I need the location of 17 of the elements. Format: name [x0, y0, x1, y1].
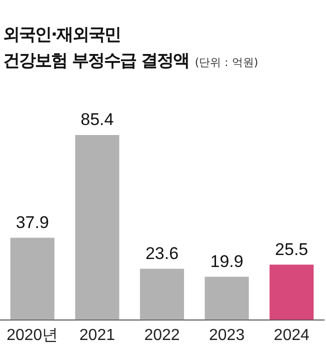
chart-title: 외국인·재외국민 건강보험 부정수급 결정액 [3, 25, 189, 71]
data-label: 25.5 [275, 240, 308, 259]
x-tick-label: 2022 [144, 326, 180, 344]
bar [75, 134, 120, 320]
x-tick-label: 2020년 [6, 326, 58, 344]
bar [140, 268, 184, 320]
x-tick-label: 2021 [79, 326, 116, 344]
bar [270, 264, 314, 320]
data-label: 23.6 [145, 244, 179, 263]
x-tick-label: 2023 [209, 326, 245, 344]
bar [204, 276, 249, 320]
data-label: 19.9 [210, 252, 244, 271]
chart-subtitle: (단위 : 억원) [194, 56, 258, 69]
data-label: 85.4 [80, 110, 114, 130]
bar [10, 238, 54, 320]
data-label: 37.9 [16, 212, 49, 232]
x-tick-label: 2024 [274, 326, 310, 344]
